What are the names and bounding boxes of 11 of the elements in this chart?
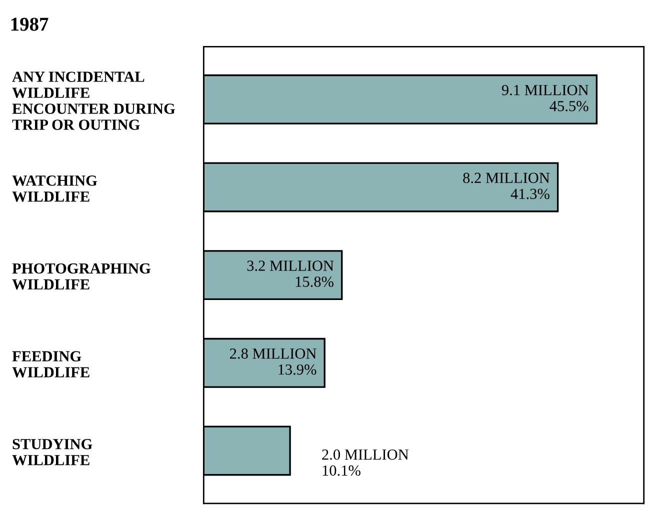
data-label: 8.2 MILLION 41.3% — [463, 172, 550, 200]
text: 1987 — [11, 18, 48, 31]
y-tick-label: WATCHING WILDLIFE — [12, 175, 98, 202]
y-tick-label: FEEDING WILDLIFE — [12, 351, 90, 378]
data-label: 2.8 MILLION 13.9% — [230, 348, 316, 375]
data-label: 9.1 MILLION 45.5% — [502, 84, 588, 112]
y-tick-label: STUDYING WILDLIFE — [12, 438, 92, 466]
y-tick-label: PHOTOGRAPHING WILDLIFE — [12, 263, 151, 290]
data-label: 3.2 MILLION 15.8% — [247, 260, 334, 287]
data-label: 2.0 MILLION 10.1% — [322, 449, 409, 476]
y-tick-label: ANY INCIDENTAL WILDLIFE ENCOUNTER DURING TRIP OR OUTING — [12, 72, 175, 130]
